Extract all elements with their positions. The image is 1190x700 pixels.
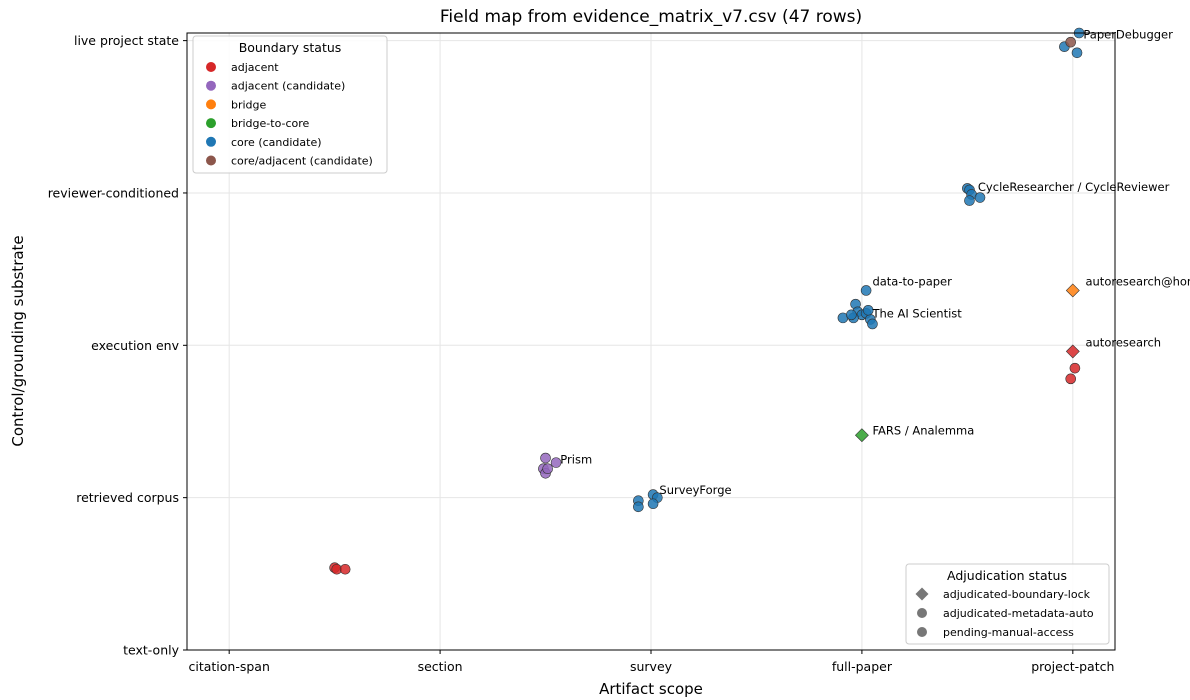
data-point xyxy=(846,309,857,321)
y-tick-label: execution env xyxy=(91,338,179,353)
legend-swatch xyxy=(206,99,216,110)
data-point xyxy=(540,452,551,464)
legend-swatch xyxy=(206,155,216,166)
x-tick-label: section xyxy=(418,659,463,674)
legend-label: adjacent xyxy=(231,61,279,74)
data-point-diamond xyxy=(1065,283,1080,298)
y-tick-label: retrieved corpus xyxy=(76,490,179,505)
legend-box xyxy=(192,35,388,174)
y-tick-label: reviewer-conditioned xyxy=(48,185,179,200)
legend-title: Boundary status xyxy=(239,40,342,55)
y-tick-label: live project state xyxy=(74,33,179,48)
legend-label: core (candidate) xyxy=(231,136,322,149)
adjudication-status-legend: Adjudication status adjudicated-boundary… xyxy=(905,563,1110,645)
chart-title: Field map from evidence_matrix_v7.csv (4… xyxy=(440,7,862,27)
point-annotation: Prism xyxy=(560,453,592,467)
y-tick-label: text-only xyxy=(123,643,179,658)
data-point xyxy=(1065,36,1077,48)
x-tick-label: project-patch xyxy=(1031,659,1114,674)
data-point xyxy=(867,318,878,330)
boundary-status-legend: Boundary status adjacent adjacent (candid… xyxy=(192,35,388,174)
data-point xyxy=(542,463,553,475)
point-annotation: The AI Scientist xyxy=(871,306,962,320)
point-annotations: PaperDebugger CycleResearcher / CycleRevi… xyxy=(560,28,1190,498)
legend-label: pending-manual-access xyxy=(943,626,1074,639)
legend-box xyxy=(905,563,1110,645)
legend-label: adjudicated-metadata-auto xyxy=(943,607,1094,620)
data-point xyxy=(647,498,659,510)
legend-label: core/adjacent (candidate) xyxy=(231,155,373,168)
data-point-diamond xyxy=(854,428,869,443)
data-points xyxy=(329,27,1085,575)
legend-swatch xyxy=(206,118,216,129)
data-point xyxy=(1069,362,1081,374)
point-annotation: FARS / Analemma xyxy=(872,424,974,438)
data-point xyxy=(964,195,975,206)
x-tick-label: full-paper xyxy=(832,659,893,674)
x-tick-label: citation-span xyxy=(188,659,269,674)
legend-title: Adjudication status xyxy=(947,568,1067,583)
point-annotation: PaperDebugger xyxy=(1083,28,1173,42)
legend-marker-diamond xyxy=(915,587,929,601)
data-point xyxy=(550,457,562,468)
legend-swatch xyxy=(206,62,216,72)
data-point xyxy=(860,285,872,296)
point-annotation: data-to-paper xyxy=(872,274,952,288)
x-tick-label: survey xyxy=(630,659,673,674)
legend-label: bridge xyxy=(231,98,267,111)
data-point xyxy=(862,304,874,316)
point-annotation: CycleResearcher / CycleReviewer xyxy=(978,180,1170,194)
legend-label: adjacent (candidate) xyxy=(231,80,345,93)
x-axis-ticks: citation-span section survey full-paper proj… xyxy=(188,650,1114,674)
point-annotation: SurveyForge xyxy=(659,483,731,497)
data-point xyxy=(1071,47,1083,59)
legend-marker-circle xyxy=(917,627,927,637)
data-point xyxy=(1065,373,1077,385)
point-annotation: autoresearch xyxy=(1085,335,1161,349)
x-axis-title: Artifact scope xyxy=(599,680,703,698)
data-point-diamond xyxy=(1065,344,1080,359)
y-axis-title: Control/grounding substrate xyxy=(9,235,27,446)
legend-swatch xyxy=(206,80,216,91)
legend-label: bridge-to-core xyxy=(231,117,310,130)
data-point xyxy=(339,563,351,575)
data-point xyxy=(633,501,644,513)
data-point xyxy=(974,192,986,203)
point-annotation: autoresearch@home xyxy=(1085,274,1190,288)
y-axis-ticks: text-only retrieved corpus execution env re… xyxy=(48,33,187,658)
legend-marker-circle xyxy=(917,608,927,618)
legend-swatch xyxy=(206,136,216,147)
legend-label: adjudicated-boundary-lock xyxy=(943,588,1091,601)
